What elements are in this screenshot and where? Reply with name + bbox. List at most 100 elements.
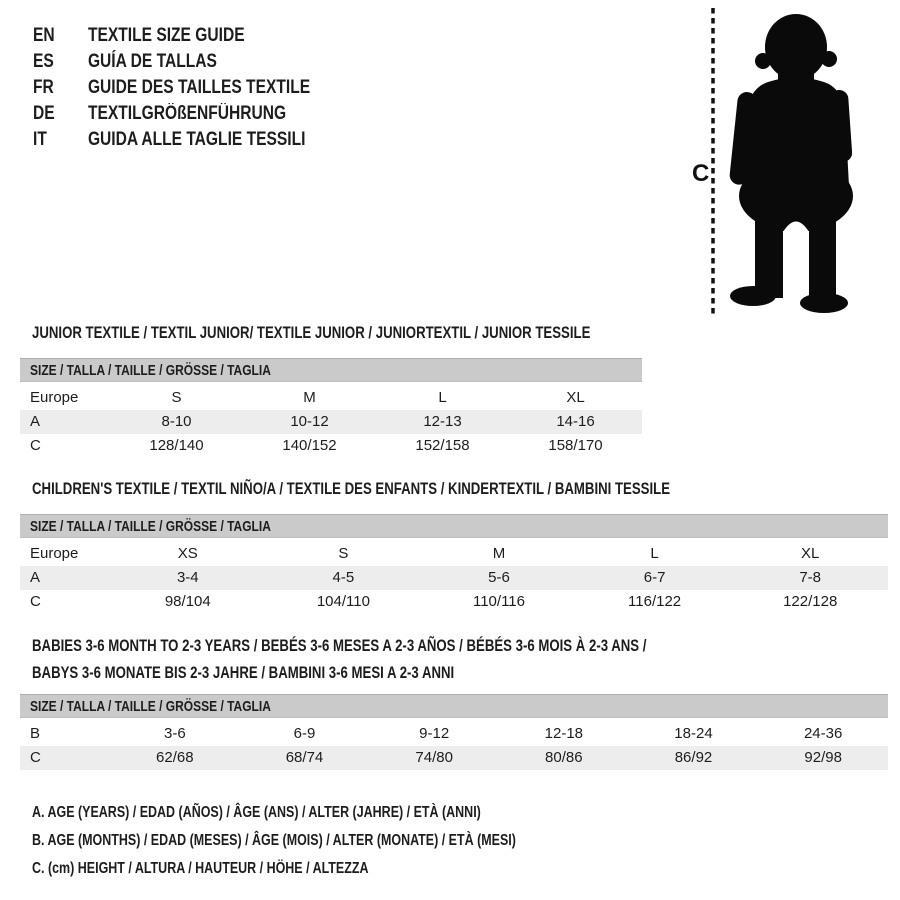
language-code: EN [33, 25, 55, 46]
table-row: B 3-6 6-9 9-12 12-18 18-24 24-36 [20, 722, 888, 746]
table-rows: B 3-6 6-9 9-12 12-18 18-24 24-36 C 62/68 68/74 74/… [20, 722, 888, 770]
size-value: 7-8 [799, 569, 822, 586]
junior-section-title: JUNIOR TEXTILE / TEXTIL JUNIOR/ TEXTILE … [32, 320, 730, 347]
size-value: 92/98 [804, 749, 842, 766]
section-title-line: CHILDREN'S TEXTILE / TEXTIL NIÑO/A / TEX… [32, 476, 830, 503]
size-header-text: SIZE / TALLA / TAILLE / GRÖSSE / TAGLIA [30, 698, 271, 715]
row-label: B [30, 725, 41, 742]
section-title-line: BABYS 3-6 MONATE BIS 2-3 JAHRE / BAMBINI… [32, 660, 800, 687]
language-row-text: EN TEXTILE SIZE GUIDE [33, 23, 310, 49]
size-header-text: SIZE / TALLA / TAILLE / GRÖSSE / TAGLIA [30, 362, 271, 379]
section-title-text: BABIES 3-6 MONTH TO 2-3 YEARS / BEBÉS 3-… [32, 637, 647, 655]
size-value: L [438, 389, 447, 406]
size-value: 12-18 [544, 725, 584, 742]
legend-line: A. AGE (YEARS) / EDAD (AÑOS) / ÂGE (ANS)… [32, 799, 652, 827]
language-title-list: EN TEXTILE SIZE GUIDE ES GUÍA DE TALLAS FR GU… [33, 23, 371, 153]
size-value: 3-6 [163, 725, 186, 742]
baby-figure-svg: C [692, 8, 853, 320]
size-value: 80/86 [545, 749, 583, 766]
size-value: 140/152 [282, 437, 337, 454]
language-row: DE TEXTILGRÖßENFÜHRUNG [33, 101, 371, 127]
size-header-bar: SIZE / TALLA / TAILLE / GRÖSSE / TAGLIA [20, 358, 642, 382]
language-guide-title: TEXTILGRÖßENFÜHRUNG [87, 103, 287, 124]
language-row-text: ES GUÍA DE TALLAS [33, 49, 310, 75]
size-value: M [303, 389, 316, 406]
table-row: C 62/68 68/74 74/80 80/86 86/92 92/98 [20, 746, 888, 770]
language-row-text: FR GUIDE DES TAILLES TEXTILE [33, 75, 310, 101]
language-guide-title: GUÍA DE TALLAS [87, 51, 217, 72]
size-value: 5-6 [488, 569, 510, 586]
legend-line-text: C. (cm) HEIGHT / ALTURA / HAUTEUR / HÖHE… [32, 860, 369, 877]
language-code: FR [33, 77, 54, 98]
size-value: 3-4 [176, 569, 199, 586]
size-value: 6-9 [293, 725, 316, 742]
row-label: Europe [30, 389, 79, 406]
size-value: 104/110 [316, 593, 370, 610]
size-value: 8-10 [161, 413, 192, 430]
section-title-line: JUNIOR TEXTILE / TEXTIL JUNIOR/ TEXTILE … [32, 320, 730, 347]
babies-section-title: BABIES 3-6 MONTH TO 2-3 YEARS / BEBÉS 3-… [32, 633, 800, 687]
junior-size-table: SIZE / TALLA / TAILLE / GRÖSSE / TAGLIA E… [20, 358, 642, 458]
row-label: C [30, 437, 41, 454]
size-value: 74/80 [415, 749, 453, 766]
language-code: ES [33, 51, 54, 72]
size-value: 18-24 [674, 725, 713, 742]
baby-silhouette-icon [729, 14, 853, 320]
size-header-bar: SIZE / TALLA / TAILLE / GRÖSSE / TAGLIA [20, 694, 888, 718]
size-value: 12-13 [423, 413, 462, 430]
size-value: S [338, 545, 349, 562]
size-value: 4-5 [332, 569, 355, 586]
row-label: C [30, 749, 41, 766]
section-title-text: BABYS 3-6 MONATE BIS 2-3 JAHRE / BAMBINI… [32, 664, 455, 682]
legend-line-text: B. AGE (MONTHS) / EDAD (MESES) / ÂGE (MO… [32, 832, 516, 849]
measurement-legend: A. AGE (YEARS) / EDAD (AÑOS) / ÂGE (ANS)… [32, 799, 652, 883]
babies-size-table: SIZE / TALLA / TAILLE / GRÖSSE / TAGLIA B… [20, 694, 888, 770]
language-code: IT [33, 129, 47, 150]
size-value: 14-16 [556, 413, 595, 430]
table-row: Europe S M L XL [20, 386, 642, 410]
size-value: XL [566, 389, 585, 406]
size-value: 68/74 [285, 749, 324, 766]
baby-height-figure: C [650, 0, 900, 320]
language-row-text: IT GUIDA ALLE TAGLIE TESSILI [33, 127, 310, 153]
table-rows: Europe XS S M L XL A 3-4 4-5 5-6 6-7 7-8 C 98/104 104/… [20, 542, 888, 614]
legend-line: C. (cm) HEIGHT / ALTURA / HAUTEUR / HÖHE… [32, 855, 652, 883]
size-value: 10-12 [290, 413, 329, 430]
children-size-table: SIZE / TALLA / TAILLE / GRÖSSE / TAGLIA E… [20, 514, 888, 614]
legend-line: B. AGE (MONTHS) / EDAD (MESES) / ÂGE (MO… [32, 827, 652, 855]
table-row: C 98/104 104/110 110/116 116/122 122/128 [20, 590, 888, 614]
table-row: A 8-10 10-12 12-13 14-16 [20, 410, 642, 434]
language-row: ES GUÍA DE TALLAS [33, 49, 371, 75]
row-label: C [30, 593, 41, 610]
row-label: A [30, 413, 41, 430]
size-value: S [171, 389, 182, 406]
table-row: C 128/140 140/152 152/158 158/170 [20, 434, 642, 458]
language-code: DE [33, 103, 55, 124]
legend-line-text: A. AGE (YEARS) / EDAD (AÑOS) / ÂGE (ANS)… [32, 804, 481, 821]
section-title-text: JUNIOR TEXTILE / TEXTIL JUNIOR/ TEXTILE … [32, 324, 591, 342]
language-guide-title: GUIDA ALLE TAGLIE TESSILI [87, 129, 306, 150]
size-value: 24-36 [803, 725, 843, 742]
language-guide-title: TEXTILE SIZE GUIDE [87, 25, 245, 46]
row-label: Europe [30, 545, 79, 562]
language-row-text: DE TEXTILGRÖßENFÜHRUNG [33, 101, 310, 127]
children-section-title: CHILDREN'S TEXTILE / TEXTIL NIÑO/A / TEX… [32, 476, 830, 503]
table-row: Europe XS S M L XL [20, 542, 888, 566]
size-value: 128/140 [149, 437, 204, 454]
language-row: IT GUIDA ALLE TAGLIE TESSILI [33, 127, 371, 153]
height-label: C [692, 160, 709, 187]
language-row: EN TEXTILE SIZE GUIDE [33, 23, 371, 49]
size-value: 62/68 [156, 749, 194, 766]
section-title-line: BABIES 3-6 MONTH TO 2-3 YEARS / BEBÉS 3-… [32, 633, 800, 660]
language-row: FR GUIDE DES TAILLES TEXTILE [33, 75, 371, 101]
size-value: L [650, 545, 659, 562]
row-label: A [30, 569, 41, 586]
size-value: XS [177, 545, 198, 562]
size-value: 122/128 [783, 593, 838, 610]
size-value: 9-12 [419, 725, 450, 742]
size-value: 116/122 [628, 593, 682, 610]
size-value: 110/116 [472, 593, 525, 610]
size-header-text: SIZE / TALLA / TAILLE / GRÖSSE / TAGLIA [30, 518, 271, 535]
section-title-text: CHILDREN'S TEXTILE / TEXTIL NIÑO/A / TEX… [32, 480, 671, 498]
